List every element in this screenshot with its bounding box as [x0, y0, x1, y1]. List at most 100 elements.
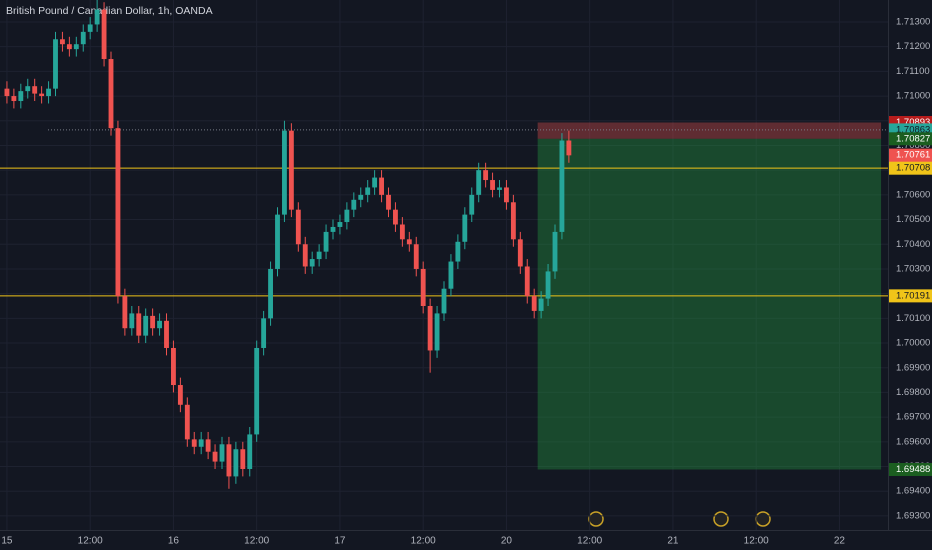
candle-body [157, 320, 162, 329]
price-label: 1.70191 [896, 290, 930, 301]
candle-body [268, 268, 273, 319]
candle-body [66, 44, 72, 50]
y-tick-label: 1.69900 [896, 362, 930, 373]
candle-body [219, 444, 225, 462]
candle-body [379, 177, 384, 195]
candle-body [351, 199, 357, 210]
price-label-bg [889, 289, 932, 303]
price-label-bg [889, 462, 932, 476]
candle-body [80, 31, 86, 45]
candle-body [427, 305, 433, 351]
candle-body [309, 259, 315, 267]
y-tick-label: 1.70300 [896, 263, 930, 274]
candle-body [552, 231, 558, 272]
candle-body [184, 404, 190, 440]
candle-body [288, 130, 294, 210]
candle-body [524, 266, 530, 297]
x-tick-label: 17 [334, 536, 346, 547]
candle-body [497, 187, 502, 190]
candle-body [18, 91, 24, 102]
candle-body [143, 315, 149, 336]
y-tick-label: 1.69800 [896, 387, 930, 398]
candle-body [434, 313, 440, 351]
candle-body [282, 130, 287, 215]
candle-body [254, 347, 260, 435]
y-tick-label: 1.71200 [896, 41, 930, 52]
candle-body [60, 39, 65, 45]
x-tick-label: 21 [667, 536, 679, 547]
x-tick-label: 16 [168, 536, 180, 547]
candle-body [39, 93, 45, 97]
candle-body [386, 194, 391, 210]
y-tick-label: 1.69400 [896, 486, 930, 497]
candle-body [4, 88, 10, 97]
price-label-bg [889, 132, 932, 146]
candle-body [122, 296, 128, 329]
y-tick-label: 1.70000 [896, 338, 930, 349]
y-tick-label: 1.70100 [896, 313, 930, 324]
candle-body [261, 318, 267, 348]
x-tick-label: 12:00 [411, 536, 436, 547]
x-tick-label: 12:00 [78, 536, 103, 547]
y-tick-label: 1.70500 [896, 214, 930, 225]
price-label: 1.70761 [896, 150, 930, 161]
candle-body [295, 209, 301, 245]
candle-body [365, 187, 371, 195]
candle-body [483, 170, 489, 181]
candle-body [212, 451, 218, 462]
event-icon[interactable] [755, 511, 771, 527]
candle-body [136, 313, 142, 336]
candle-body [275, 214, 280, 269]
y-tick-label: 1.69600 [896, 436, 930, 447]
candle-body [462, 214, 468, 242]
event-icon[interactable] [713, 511, 729, 527]
candle-body [302, 244, 308, 267]
candle-body [108, 59, 114, 129]
candle-body [53, 39, 58, 89]
candle-body [164, 320, 169, 348]
price-label: 1.70708 [896, 163, 930, 174]
candle-body [171, 347, 176, 386]
x-tick-label: 20 [501, 536, 513, 547]
candle-body [372, 177, 378, 188]
y-tick-label: 1.69700 [896, 412, 930, 423]
x-tick-label: 12:00 [244, 536, 269, 547]
y-tick-label: 1.71000 [896, 91, 930, 102]
candle-body [358, 194, 364, 200]
candle-body [73, 44, 79, 50]
target-zone [537, 138, 882, 470]
candle-body [538, 298, 544, 311]
x-tick-label: 22 [834, 536, 846, 547]
candle-body [469, 194, 475, 215]
y-tick-label: 1.71100 [896, 66, 930, 77]
candle-body [101, 9, 107, 60]
candle-body [510, 202, 516, 240]
candle-body [115, 128, 121, 297]
candle-body [406, 239, 412, 245]
stop-zone [537, 122, 882, 139]
candle-body [531, 296, 537, 311]
candle-body [150, 315, 156, 329]
price-label-bg [889, 161, 932, 175]
price-label: 1.69488 [896, 464, 930, 475]
candle-body [25, 86, 31, 92]
candle-body [476, 170, 482, 195]
candle-body [344, 209, 350, 223]
candle-body [559, 140, 565, 232]
chart-title: British Pound / Canadian Dollar, 1h, OAN… [6, 5, 213, 17]
candle-body [226, 444, 232, 477]
candle-body [330, 226, 336, 232]
candle-body [455, 241, 461, 262]
y-tick-label: 1.70600 [896, 189, 930, 200]
candle-body [87, 24, 93, 32]
candle-body [11, 96, 17, 102]
y-tick-label: 1.70400 [896, 239, 930, 250]
event-icon[interactable] [588, 511, 604, 527]
candle-body [129, 313, 135, 329]
candle-body [316, 251, 322, 260]
candle-body [240, 449, 246, 469]
candle-body [198, 439, 204, 447]
